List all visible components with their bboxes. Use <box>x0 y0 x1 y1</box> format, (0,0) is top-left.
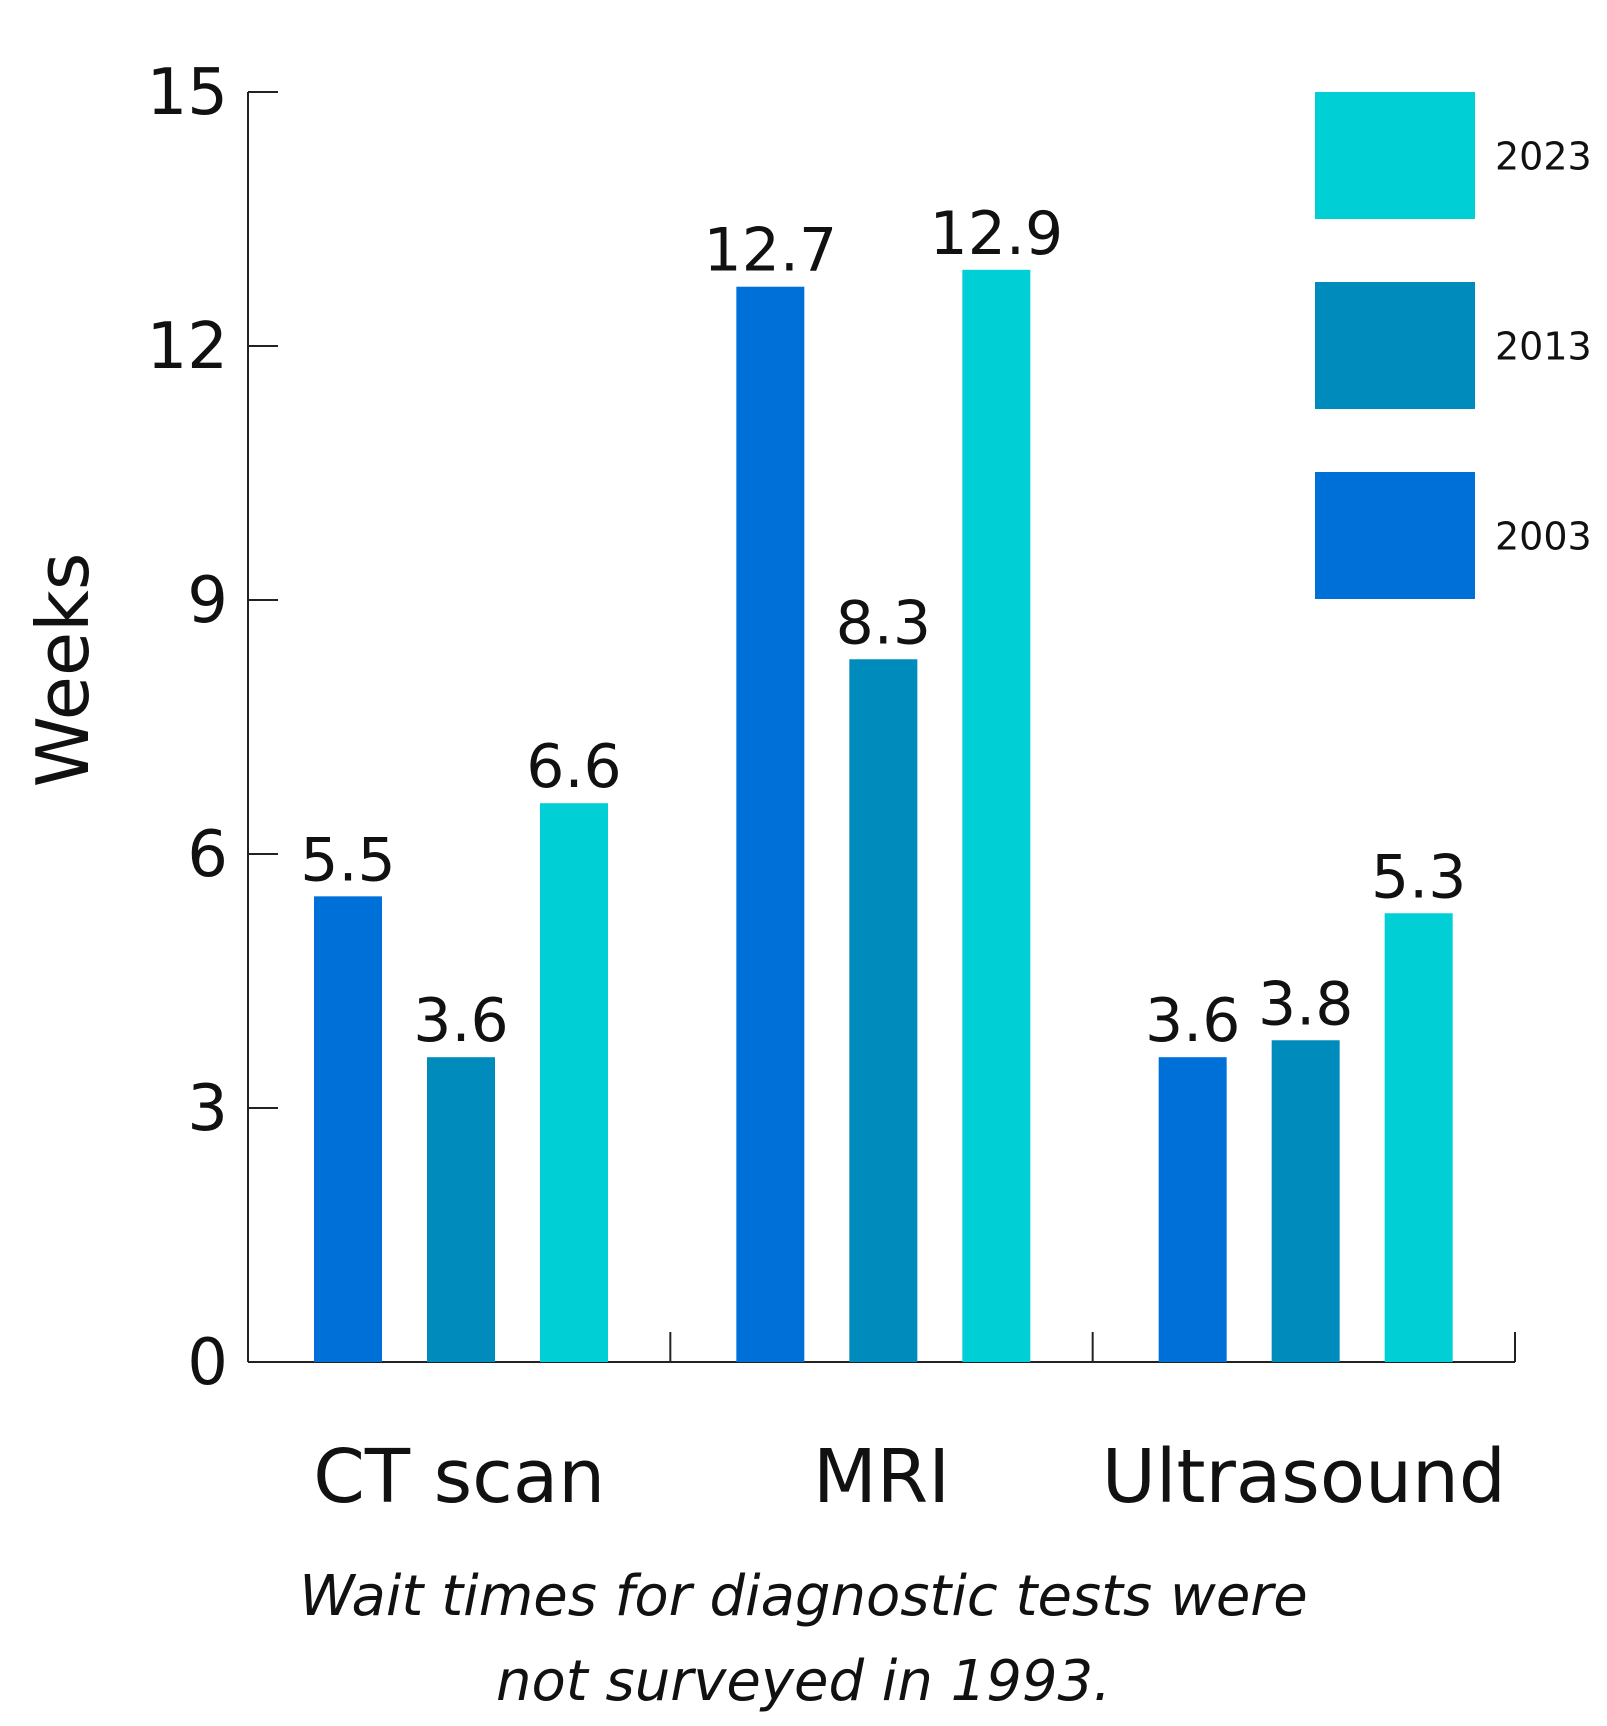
data-label: 5.3 <box>1371 842 1466 912</box>
data-label: 3.6 <box>1145 986 1240 1056</box>
y-tick-label: 15 <box>147 56 228 130</box>
y-tick-label: 9 <box>187 564 228 638</box>
footnote-line-1: Wait times for diagnostic tests were <box>299 1564 1308 1629</box>
bar <box>1384 913 1453 1362</box>
data-label: 3.8 <box>1258 969 1353 1039</box>
y-tick-label: 0 <box>187 1326 228 1400</box>
bar <box>427 1057 495 1362</box>
bar <box>849 659 918 1362</box>
bar <box>314 896 382 1362</box>
legend-swatch <box>1315 282 1475 409</box>
x-category-label: MRI <box>813 1434 950 1520</box>
y-tick-label: 6 <box>187 818 228 892</box>
bar <box>540 803 608 1362</box>
data-label: 12.9 <box>930 199 1064 269</box>
legend-swatch <box>1315 92 1475 219</box>
data-label: 5.5 <box>300 825 395 895</box>
x-category-label: CT scan <box>313 1434 605 1520</box>
legend-label: 2023 <box>1495 135 1592 179</box>
legend-label: 2003 <box>1495 515 1592 559</box>
y-tick-label: 3 <box>187 1072 228 1146</box>
legend-swatch <box>1315 472 1475 599</box>
x-category-label: Ultrasound <box>1102 1434 1506 1520</box>
data-label: 3.6 <box>413 986 508 1056</box>
y-tick-label: 12 <box>147 310 228 384</box>
bar <box>736 286 805 1362</box>
bar-chart: 0 3 6 9 12 15 Weeks 5.5 3.6 6.6 CT scan 12.7 8.3 12.9… <box>21 56 1592 1520</box>
data-label: 8.3 <box>836 588 931 658</box>
footnote-line-2: not surveyed in 1993. <box>496 1649 1111 1714</box>
y-axis-title: Weeks <box>21 553 105 788</box>
data-label: 6.6 <box>526 732 621 802</box>
legend-label: 2013 <box>1495 325 1592 369</box>
data-label: 12.7 <box>704 216 838 286</box>
bar <box>962 269 1031 1362</box>
bar <box>1158 1057 1227 1362</box>
bar <box>1271 1040 1340 1362</box>
